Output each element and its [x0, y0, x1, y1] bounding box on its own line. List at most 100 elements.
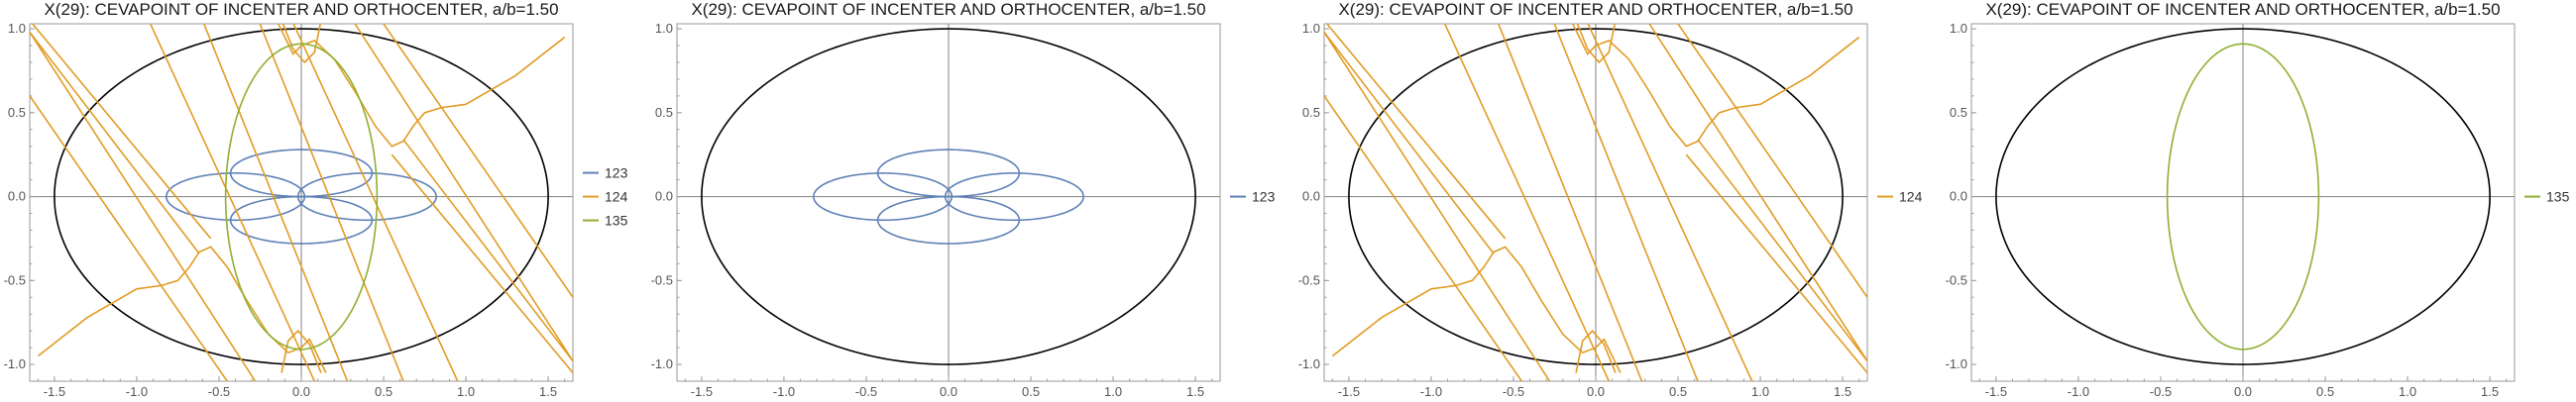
- y-tick-label: 0.0: [1302, 189, 1320, 204]
- boundary-ellipse: [701, 28, 1196, 365]
- y-tick-label: -1.0: [1946, 356, 1967, 371]
- y-tick-label: -1.0: [1298, 356, 1320, 371]
- legend-label-123: 123: [605, 165, 628, 181]
- series-124-branch-mirror-1: [1697, 139, 1867, 362]
- series-135-ellipse: [2166, 43, 2320, 351]
- series-124-curve-upper: [277, 24, 566, 148]
- y-tick-label: 0.5: [8, 105, 26, 120]
- y-tick-label: -1.0: [4, 356, 26, 371]
- y-tick-label: 0.0: [655, 189, 673, 204]
- chart-panel-1: X(29): CEVAPOINT OF INCENTER AND ORTHOCE…: [4, 0, 628, 399]
- plot-area: [1324, 24, 1867, 381]
- x-tick-label: 1.5: [2481, 384, 2499, 399]
- x-tick-label: -0.5: [855, 384, 877, 399]
- chart-title: X(29): CEVAPOINT OF INCENTER AND ORTHOCE…: [691, 0, 1205, 19]
- series-124-branch-mirror-5: [1497, 24, 1643, 381]
- x-tick-label: 1.0: [1751, 384, 1769, 399]
- series-124-branch-2: [31, 24, 212, 240]
- x-tick-label: 1.5: [1834, 384, 1851, 399]
- x-tick-label: -0.5: [1503, 384, 1524, 399]
- series-124-loop-bottom: [1575, 329, 1617, 373]
- boundary-ellipse: [54, 28, 549, 365]
- series-124-branch-6: [1587, 24, 1753, 381]
- chart-title: X(29): CEVAPOINT OF INCENTER AND ORTHOCE…: [1338, 0, 1852, 19]
- x-tick-label: 1.5: [1186, 384, 1204, 399]
- chart-panel-2: X(29): CEVAPOINT OF INCENTER AND ORTHOCE…: [651, 0, 1276, 399]
- y-tick-label: 1.0: [8, 21, 26, 36]
- series-124-branch-6: [292, 24, 459, 381]
- series-123-lobe-3: [813, 172, 953, 222]
- x-tick-label: 0.5: [1022, 384, 1040, 399]
- y-tick-label: 1.0: [1950, 21, 1967, 36]
- series-124-branch-2: [1325, 24, 1507, 240]
- series-124-branch-mirror-6: [149, 24, 316, 381]
- series-123-lobe-3: [166, 172, 306, 222]
- y-tick-label: 0.5: [1950, 105, 1967, 120]
- y-tick-label: 1.0: [1302, 21, 1320, 36]
- x-tick-label: -1.0: [2068, 384, 2089, 399]
- legend-label-135: 135: [2546, 189, 2570, 205]
- y-tick-label: -0.5: [1946, 272, 1967, 287]
- x-tick-label: 0.0: [1587, 384, 1605, 399]
- series-124-branch-mirror-4: [30, 95, 228, 381]
- x-tick-label: 0.5: [375, 384, 392, 399]
- x-tick-label: 0.0: [292, 384, 310, 399]
- plot-area: [1995, 28, 2491, 365]
- x-tick-label: 0.5: [2316, 384, 2334, 399]
- y-tick-label: 1.0: [655, 21, 673, 36]
- series-124-branch-mirror-3: [1324, 32, 1551, 381]
- y-tick-label: -1.0: [651, 356, 673, 371]
- series-124-branch-mirror-6: [1443, 24, 1611, 381]
- series-124-branch-4: [382, 24, 573, 298]
- series-124-branch-5: [1553, 24, 1699, 381]
- y-tick-label: 0.5: [1302, 105, 1320, 120]
- x-tick-label: 1.5: [539, 384, 557, 399]
- y-tick-label: -0.5: [651, 272, 673, 287]
- boundary-ellipse: [1348, 28, 1844, 365]
- series-124-branch-5: [259, 24, 404, 381]
- y-tick-label: 0.0: [1950, 189, 1967, 204]
- series-124-branch-4: [1676, 24, 1867, 298]
- x-tick-label: 0.5: [1669, 384, 1687, 399]
- chart-panel-4: X(29): CEVAPOINT OF INCENTER AND ORTHOCE…: [1946, 0, 2570, 399]
- y-tick-label: -0.5: [1298, 272, 1320, 287]
- series-124-loop-bottom: [280, 329, 322, 373]
- legend-label-124: 124: [1899, 189, 1923, 205]
- series-124-branch-mirror-2: [391, 153, 573, 374]
- legend-label-123: 123: [1252, 189, 1276, 205]
- chart-panel-3: X(29): CEVAPOINT OF INCENTER AND ORTHOCE…: [1298, 0, 1923, 399]
- series-124-loop-top: [1576, 24, 1617, 64]
- legend-label-135: 135: [605, 213, 628, 229]
- x-tick-label: -0.5: [208, 384, 230, 399]
- x-tick-label: 0.0: [940, 384, 957, 399]
- x-tick-label: -1.0: [1420, 384, 1442, 399]
- series-124-branch-3: [354, 24, 573, 362]
- series-124-branch-3: [1648, 24, 1867, 362]
- x-tick-label: -1.0: [773, 384, 795, 399]
- series-135-ellipse: [224, 43, 379, 351]
- y-tick-label: -0.5: [4, 272, 26, 287]
- x-tick-label: 1.0: [1104, 384, 1122, 399]
- y-tick-label: 0.0: [8, 189, 26, 204]
- x-tick-label: -1.5: [1985, 384, 2007, 399]
- chart-title: X(29): CEVAPOINT OF INCENTER AND ORTHOCE…: [44, 0, 558, 19]
- series-124-curve-upper: [1571, 24, 1860, 148]
- series-124-branch-mirror-4: [1324, 95, 1522, 381]
- series-123-lobe-4: [296, 172, 437, 222]
- series-124-branch-mirror-3: [30, 32, 257, 381]
- series-124-branch-1: [30, 31, 200, 254]
- x-tick-label: -1.5: [691, 384, 713, 399]
- x-tick-label: -0.5: [2150, 384, 2172, 399]
- series-124-branch-1: [1324, 31, 1495, 254]
- chart-title: X(29): CEVAPOINT OF INCENTER AND ORTHOCE…: [1985, 0, 2500, 19]
- x-tick-label: 1.0: [2399, 384, 2416, 399]
- series-124-curve-lower: [37, 246, 327, 373]
- x-tick-label: -1.0: [126, 384, 148, 399]
- series-123-lobe-4: [944, 172, 1084, 222]
- series-124-branch-mirror-1: [402, 139, 573, 362]
- x-tick-label: 0.0: [2234, 384, 2252, 399]
- series-124-curve-lower: [1331, 246, 1622, 373]
- boundary-ellipse: [1995, 28, 2491, 365]
- series-124-branch-mirror-2: [1685, 153, 1867, 374]
